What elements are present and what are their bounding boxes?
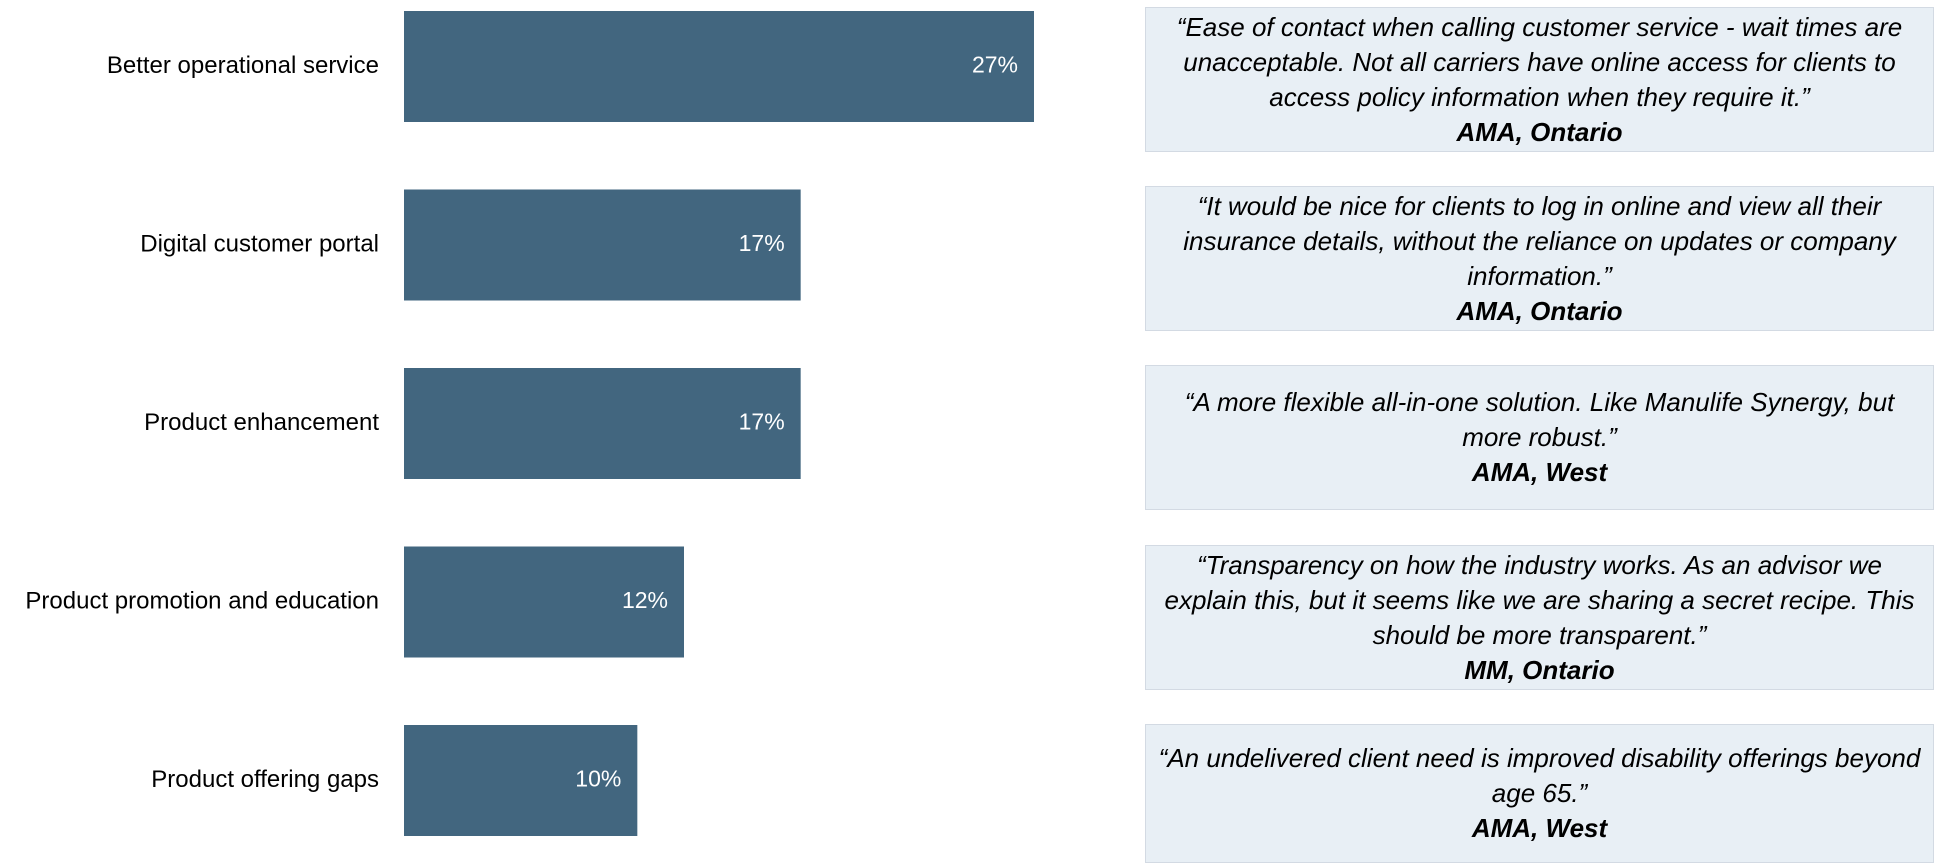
- bar-4: [404, 546, 684, 658]
- category-label-3: Product enhancement: [144, 409, 379, 436]
- quote-text-3: “A more flexible all-in-one solution. Li…: [1184, 387, 1895, 452]
- bar-2: [404, 189, 801, 301]
- bar-5: [404, 725, 638, 836]
- quote-box-2: “It would be nice for clients to log in …: [1145, 186, 1934, 331]
- quote-text-1: “Ease of contact when calling customer s…: [1176, 11, 1903, 112]
- bar-chart: Better operational service 27% Digital cus…: [25, 11, 1034, 836]
- quote-box-4: “Transparency on how the industry works.…: [1145, 545, 1934, 690]
- quote-source-5: AMA, West: [1471, 813, 1608, 843]
- value-label-2: 17%: [739, 230, 785, 256]
- value-label-5: 10%: [575, 766, 621, 792]
- quote-text-2: “It would be nice for clients to log in …: [1183, 190, 1896, 291]
- category-label-4: Product promotion and education: [25, 587, 379, 614]
- category-label-1: Better operational service: [107, 52, 379, 79]
- quote-text-5: “An undelivered client need is improved …: [1158, 743, 1921, 808]
- quote-text-4: “Transparency on how the industry works.…: [1164, 549, 1915, 650]
- quote-source-4: MM, Ontario: [1464, 654, 1615, 685]
- quote-source-1: AMA, Ontario: [1456, 116, 1623, 147]
- quote-box-1: “Ease of contact when calling customer s…: [1145, 7, 1934, 152]
- quote-source-3: AMA, West: [1471, 457, 1608, 487]
- bar-1: [404, 11, 1034, 122]
- category-label-2: Digital customer portal: [140, 230, 379, 257]
- value-label-1: 27%: [972, 52, 1018, 78]
- bar-3: [404, 368, 801, 479]
- quote-box-5: “An undelivered client need is improved …: [1145, 724, 1934, 863]
- category-label-5: Product offering gaps: [151, 766, 379, 793]
- quote-source-2: AMA, Ontario: [1456, 295, 1623, 326]
- quote-box-3: “A more flexible all-in-one solution. Li…: [1145, 365, 1934, 510]
- value-label-3: 17%: [739, 409, 785, 435]
- value-label-4: 12%: [622, 587, 668, 613]
